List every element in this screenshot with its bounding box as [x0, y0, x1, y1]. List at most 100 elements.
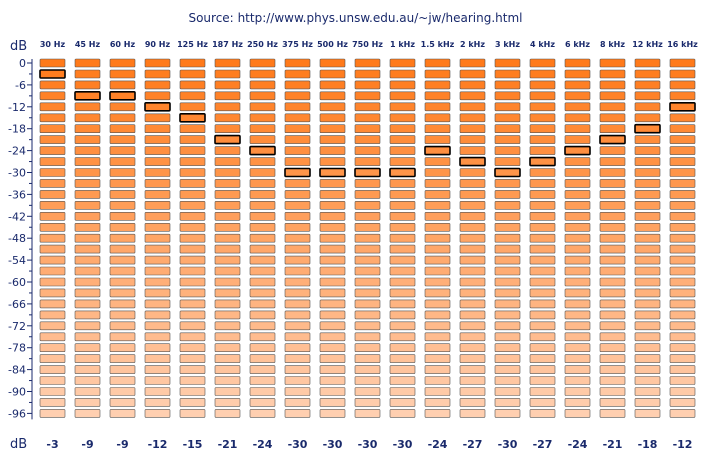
level-cell[interactable]	[39, 102, 66, 112]
level-cell[interactable]	[319, 332, 346, 342]
level-cell[interactable]	[249, 212, 276, 221]
level-cell[interactable]	[634, 102, 661, 112]
level-cell[interactable]	[459, 135, 486, 144]
level-cell[interactable]	[529, 332, 556, 342]
level-cell[interactable]	[74, 321, 101, 331]
level-cell[interactable]	[634, 387, 661, 396]
level-cell[interactable]	[109, 58, 136, 68]
level-cell[interactable]	[144, 190, 171, 199]
level-cell[interactable]	[39, 201, 66, 210]
level-cell[interactable]	[354, 69, 381, 79]
level-cell[interactable]	[459, 277, 486, 287]
level-cell[interactable]	[284, 179, 311, 188]
level-cell[interactable]	[389, 365, 416, 374]
level-cell[interactable]	[109, 277, 136, 287]
level-cell[interactable]	[669, 332, 696, 342]
level-cell[interactable]	[354, 266, 381, 276]
level-cell[interactable]	[599, 201, 626, 210]
level-cell[interactable]	[564, 223, 591, 232]
level-cell[interactable]	[214, 332, 241, 342]
level-cell[interactable]	[529, 409, 556, 418]
level-cell[interactable]	[529, 201, 556, 210]
level-cell[interactable]	[599, 168, 626, 177]
level-cell[interactable]	[249, 233, 276, 243]
level-cell[interactable]	[599, 277, 626, 287]
level-cell[interactable]	[599, 69, 626, 79]
level-cell[interactable]	[144, 321, 171, 331]
threshold-marker-cell[interactable]	[144, 102, 171, 112]
level-cell[interactable]	[424, 266, 451, 276]
level-cell[interactable]	[389, 244, 416, 254]
level-cell[interactable]	[319, 365, 346, 374]
level-cell[interactable]	[599, 310, 626, 320]
level-cell[interactable]	[424, 233, 451, 243]
threshold-marker-cell[interactable]	[669, 102, 696, 112]
level-cell[interactable]	[634, 321, 661, 331]
level-cell[interactable]	[529, 244, 556, 254]
level-cell[interactable]	[669, 168, 696, 177]
level-cell[interactable]	[634, 277, 661, 287]
level-cell[interactable]	[39, 80, 66, 90]
level-cell[interactable]	[599, 288, 626, 298]
level-cell[interactable]	[354, 277, 381, 287]
level-cell[interactable]	[39, 233, 66, 243]
level-cell[interactable]	[144, 157, 171, 166]
level-cell[interactable]	[459, 266, 486, 276]
level-cell[interactable]	[424, 58, 451, 68]
level-cell[interactable]	[284, 223, 311, 232]
level-cell[interactable]	[214, 190, 241, 199]
level-cell[interactable]	[284, 343, 311, 353]
level-cell[interactable]	[564, 376, 591, 385]
level-cell[interactable]	[39, 277, 66, 287]
level-cell[interactable]	[319, 135, 346, 144]
level-cell[interactable]	[354, 387, 381, 396]
level-cell[interactable]	[249, 321, 276, 331]
level-cell[interactable]	[284, 201, 311, 210]
level-cell[interactable]	[599, 80, 626, 90]
level-cell[interactable]	[494, 398, 521, 407]
level-cell[interactable]	[74, 277, 101, 287]
level-cell[interactable]	[39, 255, 66, 265]
level-cell[interactable]	[529, 223, 556, 232]
level-cell[interactable]	[109, 157, 136, 166]
level-cell[interactable]	[459, 255, 486, 265]
level-cell[interactable]	[39, 135, 66, 144]
level-cell[interactable]	[669, 321, 696, 331]
level-cell[interactable]	[284, 310, 311, 320]
level-cell[interactable]	[109, 69, 136, 79]
level-cell[interactable]	[354, 201, 381, 210]
level-cell[interactable]	[39, 365, 66, 374]
level-cell[interactable]	[459, 80, 486, 90]
level-cell[interactable]	[634, 376, 661, 385]
level-cell[interactable]	[214, 233, 241, 243]
level-cell[interactable]	[424, 387, 451, 396]
level-cell[interactable]	[669, 398, 696, 407]
level-cell[interactable]	[284, 409, 311, 418]
level-cell[interactable]	[109, 409, 136, 418]
level-cell[interactable]	[249, 310, 276, 320]
level-cell[interactable]	[354, 398, 381, 407]
level-cell[interactable]	[634, 113, 661, 123]
level-cell[interactable]	[669, 124, 696, 133]
level-cell[interactable]	[634, 91, 661, 101]
level-cell[interactable]	[179, 233, 206, 243]
level-cell[interactable]	[424, 244, 451, 254]
level-cell[interactable]	[494, 212, 521, 221]
level-cell[interactable]	[529, 299, 556, 309]
level-cell[interactable]	[669, 91, 696, 101]
level-cell[interactable]	[599, 146, 626, 155]
level-cell[interactable]	[214, 376, 241, 385]
level-cell[interactable]	[354, 299, 381, 309]
level-cell[interactable]	[179, 80, 206, 90]
level-cell[interactable]	[179, 409, 206, 418]
level-cell[interactable]	[564, 124, 591, 133]
level-cell[interactable]	[74, 179, 101, 188]
level-cell[interactable]	[74, 310, 101, 320]
level-cell[interactable]	[354, 321, 381, 331]
level-cell[interactable]	[144, 354, 171, 363]
level-cell[interactable]	[144, 332, 171, 342]
threshold-marker-cell[interactable]	[494, 167, 521, 178]
level-cell[interactable]	[319, 387, 346, 396]
level-cell[interactable]	[424, 201, 451, 210]
level-cell[interactable]	[144, 124, 171, 133]
